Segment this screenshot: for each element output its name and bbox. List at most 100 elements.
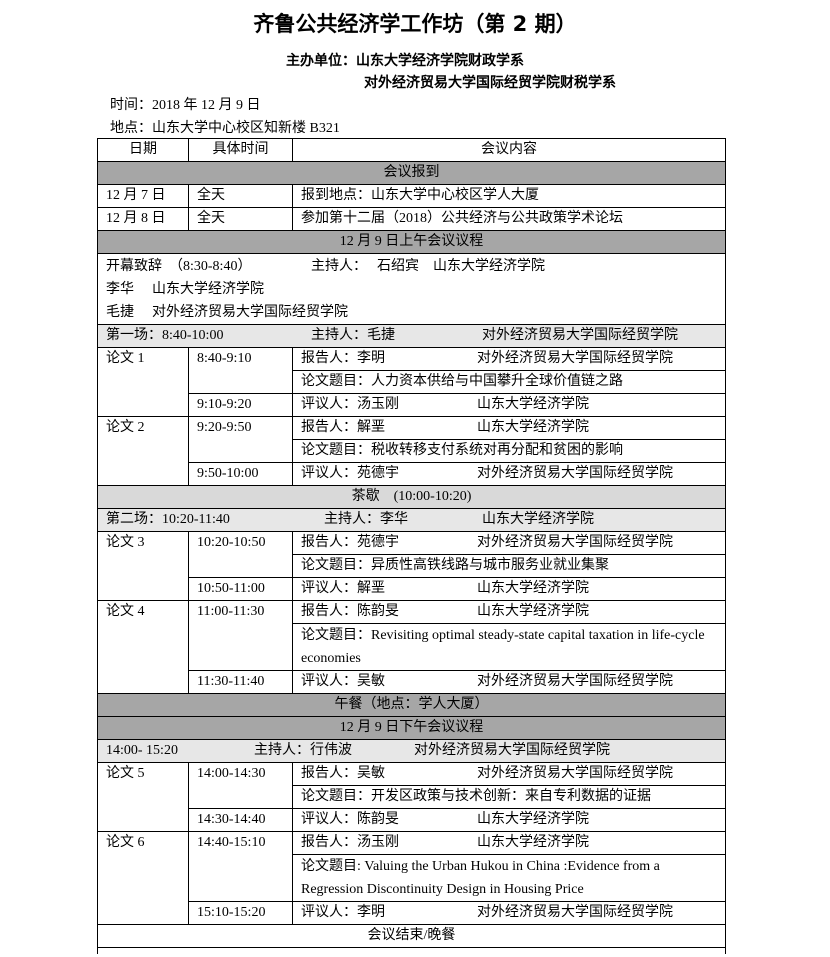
discussant-time: 9:50-10:00 <box>188 462 293 486</box>
discussant-affiliation: 山东大学经济学院 <box>477 397 589 412</box>
content-cell: 参加第十二届（2018）公共经济与公共政策学术论坛 <box>292 207 726 231</box>
guest-affiliation: 山东大学经济学院 <box>152 282 264 297</box>
tea-break-row: 茶歇 (10:00-10:20) <box>97 485 726 509</box>
paper-presenter-row: 论文 5 14:00-14:30 报告人：吴敏 对外经济贸易大学国际经贸学院 <box>97 762 726 832</box>
column-header: 日期 <box>97 138 189 162</box>
guest: 毛捷 对外经济贸易大学国际经贸学院 <box>106 301 725 324</box>
paper-discussant-row: 15:10-15:20 评议人：李明 对外经济贸易大学国际经贸学院 <box>98 901 726 925</box>
paper-title-row: 论文题目：税收转移支付系统对再分配和贫困的影响 <box>98 439 726 463</box>
guest: 李华 山东大学经济学院 <box>106 278 725 301</box>
time-cell: 全天 <box>188 184 293 208</box>
column-header: 具体时间 <box>188 138 293 162</box>
paper-title: 论文题目：税收转移支付系统对再分配和贫困的影响 <box>292 439 726 463</box>
presenter-time: 14:00-14:30 <box>188 762 293 809</box>
date-cell: 12 月 7 日 <box>97 184 189 208</box>
presenter-affiliation: 对外经济贸易大学国际经贸学院 <box>477 766 673 781</box>
lunch: 午餐（地点：学人大厦） <box>97 693 726 717</box>
paper-presenter-row: 论文 1 8:40-9:10 报告人：李明 对外经济贸易大学国际经贸学院 <box>97 347 726 417</box>
guest-affiliation: 对外经济贸易大学国际经贸学院 <box>152 305 348 320</box>
presenter-time: 11:00-11:30 <box>188 600 293 671</box>
section-heading-row: 12 月 9 日下午会议议程 <box>97 716 726 740</box>
morning-heading: 12 月 9 日上午会议议程 <box>97 230 726 254</box>
presenter-affiliation: 山东大学经济学院 <box>477 604 589 619</box>
discussant-name: 评议人：苑德宇 <box>301 466 399 481</box>
document-title: 齐鲁公共经济学工作坊（第 2 期） <box>253 12 577 36</box>
paper-label: 论文 4 <box>97 600 189 694</box>
organizer-1: 山东大学经济学院财政学系 <box>356 53 524 69</box>
paper-presenter-row: 论文 2 9:20-9:50 报告人：解垩 山东大学经济学院 <box>97 416 726 486</box>
paper-label: 论文 3 <box>97 531 189 601</box>
session-host-affiliation: 对外经济贸易大学国际经贸学院 <box>414 743 610 758</box>
paper-title-row: 论文题目: Valuing the Urban Hukou in China :… <box>98 854 726 902</box>
discussant-time: 9:10-9:20 <box>188 393 293 417</box>
paper-discussant-row: 9:10-9:20 评议人：汤玉刚 山东大学经济学院 <box>98 393 726 417</box>
meeting-time: 时间：2018 年 12 月 9 日 <box>110 98 261 113</box>
session-header-row: 14:00- 15:20 主持人：行伟波 对外经济贸易大学国际经贸学院 <box>97 739 726 763</box>
column-header: 会议内容 <box>292 138 726 162</box>
blank-cell <box>97 947 726 954</box>
lunch-row: 午餐（地点：学人大厦） <box>97 693 726 717</box>
session-label: 14:00- 15:20 <box>106 743 178 758</box>
organizer-2: 对外经济贸易大学国际经贸学院财税学系 <box>364 75 616 91</box>
section-heading-row: 12 月 9 日上午会议议程 <box>97 230 726 254</box>
paper-label: 论文 6 <box>97 831 189 925</box>
content-cell: 报到地点：山东大学中心校区学人大厦 <box>292 184 726 208</box>
discussant-name: 评议人：陈韵旻 <box>301 812 399 827</box>
session-host: 主持人：行伟波 <box>254 743 352 758</box>
paper-title-row: 论文题目：Revisiting optimal steady-state cap… <box>98 623 726 671</box>
presenter-name: 报告人：汤玉刚 <box>301 835 399 850</box>
session-host: 主持人：李华 <box>324 512 408 527</box>
presenter-time: 8:40-9:10 <box>188 347 293 394</box>
paper-discussant-row: 11:30-11:40 评议人：吴敏 对外经济贸易大学国际经贸学院 <box>98 670 726 694</box>
opening-row: 开幕致辞 （8:30-8:40） 主持人： 石绍宾 山东大学经济学院 李华 山东大学经济… <box>97 253 726 325</box>
time-cell: 全天 <box>188 207 293 231</box>
session-header-row: 第一场：8:40-10:00 主持人：毛捷 对外经济贸易大学国际经贸学院 <box>97 324 726 348</box>
discussant-affiliation: 山东大学经济学院 <box>477 581 589 596</box>
discussant-time: 10:50-11:00 <box>188 577 293 601</box>
presenter-name: 报告人：李明 <box>301 351 385 366</box>
paper-presenter-row: 论文 3 10:20-10:50 报告人：苑德宇 对外经济贸易大学国际经贸学院 <box>97 531 726 601</box>
session-header-row: 第二场：10:20-11:40 主持人：李华 山东大学经济学院 <box>97 508 726 532</box>
discussant-time: 14:30-14:40 <box>188 808 293 832</box>
afternoon-heading: 12 月 9 日下午会议议程 <box>97 716 726 740</box>
paper-title: 论文题目：Revisiting optimal steady-state cap… <box>292 623 726 671</box>
paper-title: 论文题目：开发区政策与技术创新：来自专利数据的证据 <box>292 785 726 809</box>
presenter-name: 报告人：吴敏 <box>301 766 385 781</box>
paper-presenter-row: 论文 6 14:40-15:10 报告人：汤玉刚 山东大学经济学院 <box>97 831 726 925</box>
host-label: 主持人： <box>311 259 367 274</box>
blank-row <box>97 947 726 954</box>
paper-title: 论文题目：异质性高铁线路与城市服务业就业集聚 <box>292 554 726 578</box>
presenter-affiliation: 山东大学经济学院 <box>477 835 589 850</box>
discussant-name: 评议人：解垩 <box>301 581 385 596</box>
host-affiliation: 山东大学经济学院 <box>433 259 545 274</box>
table-row: 12 月 8 日全天 参加第十二届（2018）公共经济与公共政策学术论坛 <box>97 207 726 231</box>
presenter-name: 报告人：苑德宇 <box>301 535 399 550</box>
section-heading-row: 会议报到 <box>97 161 726 185</box>
session-label: 第二场：10:20-11:40 <box>106 512 230 527</box>
guest-name: 李华 <box>106 282 134 297</box>
discussant-name: 评议人：汤玉刚 <box>301 397 399 412</box>
paper-discussant-row: 14:30-14:40 评议人：陈韵旻 山东大学经济学院 <box>98 808 726 832</box>
opening-title: 开幕致辞 （8:30-8:40） <box>106 259 252 274</box>
discussant-affiliation: 对外经济贸易大学国际经贸学院 <box>477 674 673 689</box>
presenter-affiliation: 对外经济贸易大学国际经贸学院 <box>477 351 673 366</box>
host-name: 石绍宾 <box>377 259 419 274</box>
registration-heading: 会议报到 <box>97 161 726 185</box>
table-header-row: 日期 具体时间 会议内容 <box>97 138 726 162</box>
discussant-affiliation: 对外经济贸易大学国际经贸学院 <box>477 466 673 481</box>
tea-break: 茶歇 (10:00-10:20) <box>97 485 726 509</box>
session-host: 主持人：毛捷 <box>311 328 395 343</box>
session-host-affiliation: 对外经济贸易大学国际经贸学院 <box>482 328 678 343</box>
paper-presenter-row: 论文 4 11:00-11:30 报告人：陈韵旻 山东大学经济学院 <box>97 600 726 694</box>
presenter-affiliation: 对外经济贸易大学国际经贸学院 <box>477 535 673 550</box>
discussant-time: 15:10-15:20 <box>188 901 293 925</box>
meeting-location: 地点：山东大学中心校区知新楼 B321 <box>110 121 340 136</box>
session-label: 第一场：8:40-10:00 <box>106 328 224 343</box>
discussant-affiliation: 山东大学经济学院 <box>477 812 589 827</box>
organizer-label: 主办单位： <box>286 53 356 69</box>
paper-title-row: 论文题目：人力资本供给与中国攀升全球价值链之路 <box>98 370 726 394</box>
discussant-name: 评议人：李明 <box>301 905 385 920</box>
table-row: 12 月 7 日全天 报到地点：山东大学中心校区学人大厦 <box>97 184 726 208</box>
presenter-time: 14:40-15:10 <box>188 831 293 902</box>
paper-discussant-row: 10:50-11:00 评议人：解垩 山东大学经济学院 <box>98 577 726 601</box>
